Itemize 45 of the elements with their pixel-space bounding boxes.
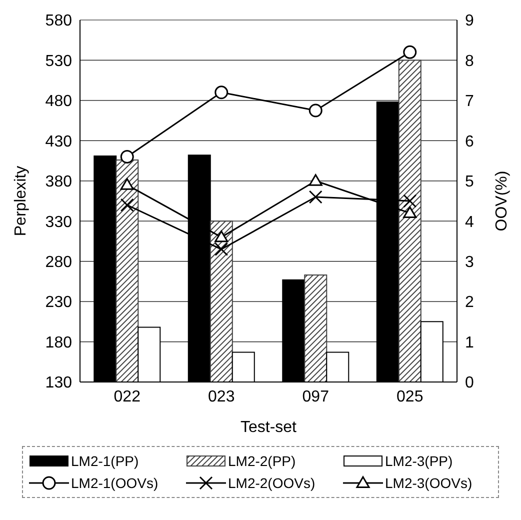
y2-tick-label: 1 xyxy=(465,334,474,352)
y-tick-label: 380 xyxy=(45,174,72,191)
y-tick-label: 580 xyxy=(45,12,72,30)
y-tick-label: 280 xyxy=(45,254,72,272)
point xyxy=(120,150,134,164)
x-tick-label: 023 xyxy=(208,388,235,406)
y2-tick-label: 4 xyxy=(465,214,474,231)
point xyxy=(403,194,417,208)
point xyxy=(214,230,228,242)
point xyxy=(120,198,134,212)
point xyxy=(403,206,417,218)
y2-tick-label: 3 xyxy=(465,254,474,272)
y2-axis-title: OOV(%) xyxy=(494,170,511,232)
y2-tick-label: 8 xyxy=(465,52,474,70)
point xyxy=(308,190,322,204)
legend-label: LM2-2(OOVs) xyxy=(228,475,316,491)
x-tick-label: 025 xyxy=(396,388,424,406)
y2-tick-label: 5 xyxy=(465,174,474,191)
point xyxy=(403,45,417,59)
y2-tick-label: 6 xyxy=(465,133,474,150)
y-tick-label: 430 xyxy=(45,133,72,150)
y-tick-label: 480 xyxy=(45,93,72,110)
point xyxy=(308,104,322,118)
point xyxy=(308,174,322,186)
y-axis-title: Perplexity xyxy=(12,166,30,236)
point xyxy=(214,242,228,256)
y2-tick-label: 9 xyxy=(465,12,474,30)
x-tick-label: 022 xyxy=(114,388,141,406)
legend-label: LM2-1(PP) xyxy=(71,453,139,469)
y2-tick-label: 0 xyxy=(465,374,474,392)
legend-label: LM2-3(PP) xyxy=(385,453,453,469)
y2-tick-label: 2 xyxy=(465,294,474,312)
legend-label: LM2-1(OOVs) xyxy=(71,475,158,491)
y2-tick-label: 7 xyxy=(465,93,474,110)
y-tick-label: 230 xyxy=(45,294,72,312)
x-axis-title: Test-set xyxy=(240,419,298,436)
point xyxy=(214,86,228,100)
legend-label: LM2-2(PP) xyxy=(228,453,296,469)
y-tick-label: 330 xyxy=(45,214,72,231)
y-tick-label: 130 xyxy=(45,374,72,392)
legend-label: LM2-3(OOVs) xyxy=(385,475,472,491)
point xyxy=(120,178,134,190)
y-tick-label: 180 xyxy=(45,334,72,352)
y-tick-label: 530 xyxy=(45,52,72,70)
x-tick-label: 097 xyxy=(302,388,330,406)
